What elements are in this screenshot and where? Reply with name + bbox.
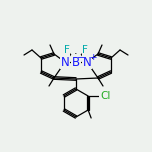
Text: .: . [74, 46, 78, 56]
Text: +: + [89, 54, 97, 62]
Text: N: N [61, 55, 69, 69]
Text: F: F [82, 45, 88, 55]
Text: −: − [77, 53, 85, 63]
Text: N: N [83, 55, 91, 69]
Text: B: B [72, 55, 80, 69]
Text: F: F [64, 45, 70, 55]
Text: Cl: Cl [100, 91, 110, 101]
